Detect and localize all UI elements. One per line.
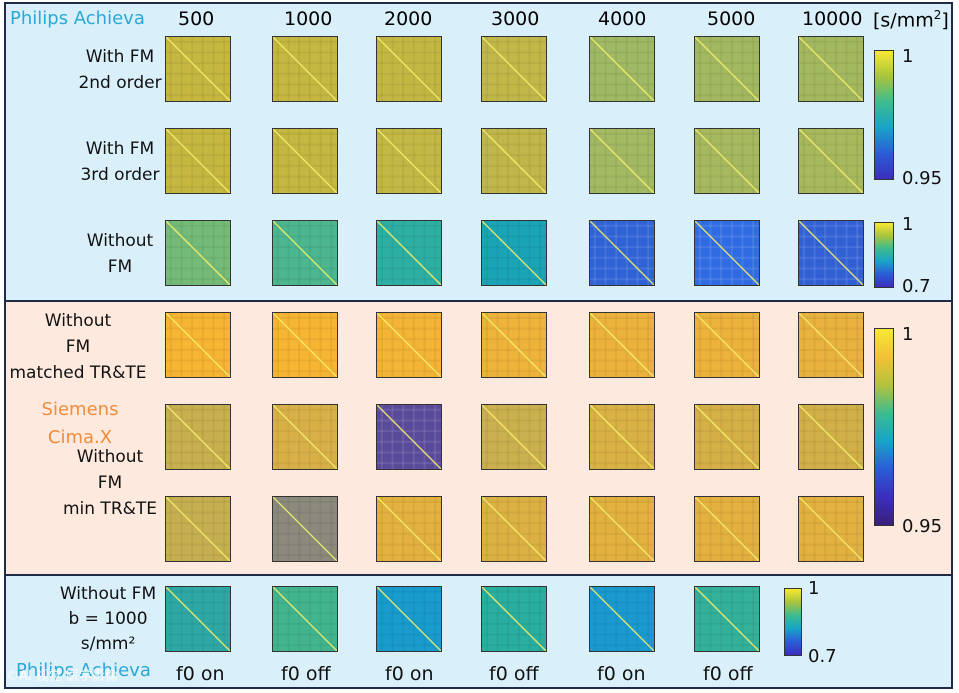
brand-philips-bottom: Philips Achieva — [16, 660, 151, 681]
matrix-philips-r0-b4000 — [589, 36, 655, 102]
f0-label-3: f0 off — [489, 663, 539, 685]
colorbar-bottom — [784, 588, 802, 656]
matrix-siemens-r1-b3000 — [481, 404, 547, 470]
cbar1-min: 0.95 — [902, 168, 943, 189]
matrix-siemens-r0-b3000 — [481, 312, 547, 378]
f0-label-2: f0 on — [385, 663, 434, 685]
matrix-siemens-r1-b1000 — [272, 404, 338, 470]
row-label-nofm: Without FM — [86, 231, 154, 277]
b-value-2000: 2000 — [384, 8, 433, 30]
matrix-siemens-r2-b1000 — [272, 496, 338, 562]
matrix-bottom-1 — [272, 586, 338, 652]
matrix-philips-r2-b10000 — [798, 220, 864, 286]
matrix-siemens-r1-b4000 — [589, 404, 655, 470]
matrix-philips-r2-b1000 — [272, 220, 338, 286]
matrix-philips-r1-b3000 — [481, 128, 547, 194]
f0-label-1: f0 off — [281, 663, 331, 685]
cbar2-min: 0.7 — [902, 276, 931, 297]
b-value-10000: 10000 — [802, 8, 863, 30]
b-value-3000: 3000 — [491, 8, 540, 30]
matrix-philips-r2-b5000 — [694, 220, 760, 286]
matrix-siemens-r1-b2000 — [376, 404, 442, 470]
matrix-siemens-r2-b500 — [165, 496, 231, 562]
matrix-siemens-r2-b4000 — [589, 496, 655, 562]
brand-philips-top: Philips Achieva — [10, 8, 145, 29]
b-value-500: 500 — [178, 8, 215, 30]
matrix-siemens-r2-b2000 — [376, 496, 442, 562]
colorbar-philips-nofm — [874, 222, 894, 288]
matrix-siemens-r1-b10000 — [798, 404, 864, 470]
matrix-philips-r2-b2000 — [376, 220, 442, 286]
matrix-siemens-r0-b4000 — [589, 312, 655, 378]
matrix-siemens-r2-b10000 — [798, 496, 864, 562]
colorbar-siemens — [874, 328, 894, 526]
matrix-philips-r2-b3000 — [481, 220, 547, 286]
f0-label-4: f0 on — [597, 663, 646, 685]
row-label-fm2: With FM 2nd order — [78, 47, 162, 93]
matrix-siemens-r2-b3000 — [481, 496, 547, 562]
siemens-panel — [4, 300, 953, 576]
matrix-siemens-r0-b10000 — [798, 312, 864, 378]
matrix-siemens-r0-b2000 — [376, 312, 442, 378]
matrix-philips-r0-b2000 — [376, 36, 442, 102]
matrix-siemens-r0-b500 — [165, 312, 231, 378]
row-label-bottom: Without FM b = 1000 s/mm² — [59, 584, 157, 654]
cbar3-min: 0.95 — [902, 516, 943, 537]
matrix-bottom-0 — [165, 586, 231, 652]
matrix-bottom-4 — [589, 586, 655, 652]
matrix-philips-r0-b10000 — [798, 36, 864, 102]
cbar3-max: 1 — [902, 324, 914, 345]
cbar2-max: 1 — [902, 214, 914, 235]
unit-label: [s/mm2] — [873, 8, 949, 32]
cbar1-max: 1 — [902, 46, 914, 67]
matrix-philips-r0-b5000 — [694, 36, 760, 102]
matrix-bottom-5 — [694, 586, 760, 652]
cbar4-max: 1 — [808, 578, 820, 599]
b-value-5000: 5000 — [707, 8, 756, 30]
matrix-philips-r1-b1000 — [272, 128, 338, 194]
matrix-philips-r2-b500 — [165, 220, 231, 286]
matrix-philips-r1-b5000 — [694, 128, 760, 194]
matrix-philips-r1-b10000 — [798, 128, 864, 194]
matrix-siemens-r2-b5000 — [694, 496, 760, 562]
cbar4-min: 0.7 — [808, 646, 837, 667]
matrix-philips-r0-b1000 — [272, 36, 338, 102]
colorbar-philips-fm — [874, 50, 894, 180]
f0-label-5: f0 off — [703, 663, 753, 685]
row-label-fm3: With FM 3rd order — [80, 139, 160, 185]
matrix-bottom-3 — [481, 586, 547, 652]
matrix-philips-r2-b4000 — [589, 220, 655, 286]
matrix-siemens-r1-b500 — [165, 404, 231, 470]
matrix-philips-r1-b2000 — [376, 128, 442, 194]
matrix-siemens-r0-b1000 — [272, 312, 338, 378]
row-label-siemens-matched: Without FM matched TR&TE — [9, 311, 147, 383]
b-value-4000: 4000 — [598, 8, 647, 30]
philips-panel — [4, 2, 953, 302]
matrix-philips-r1-b500 — [165, 128, 231, 194]
matrix-philips-r0-b3000 — [481, 36, 547, 102]
row-label-siemens-min: Without FM min TR&TE — [62, 447, 158, 519]
matrix-siemens-r0-b5000 — [694, 312, 760, 378]
brand-siemens: Siemens Cima.X — [41, 399, 119, 448]
matrix-philips-r1-b4000 — [589, 128, 655, 194]
b-value-1000: 1000 — [284, 8, 333, 30]
matrix-bottom-2 — [376, 586, 442, 652]
f0-label-0: f0 on — [176, 663, 225, 685]
matrix-philips-r0-b500 — [165, 36, 231, 102]
matrix-siemens-r1-b5000 — [694, 404, 760, 470]
watermark: ©AI 视觉·医学影像 — [6, 669, 118, 684]
